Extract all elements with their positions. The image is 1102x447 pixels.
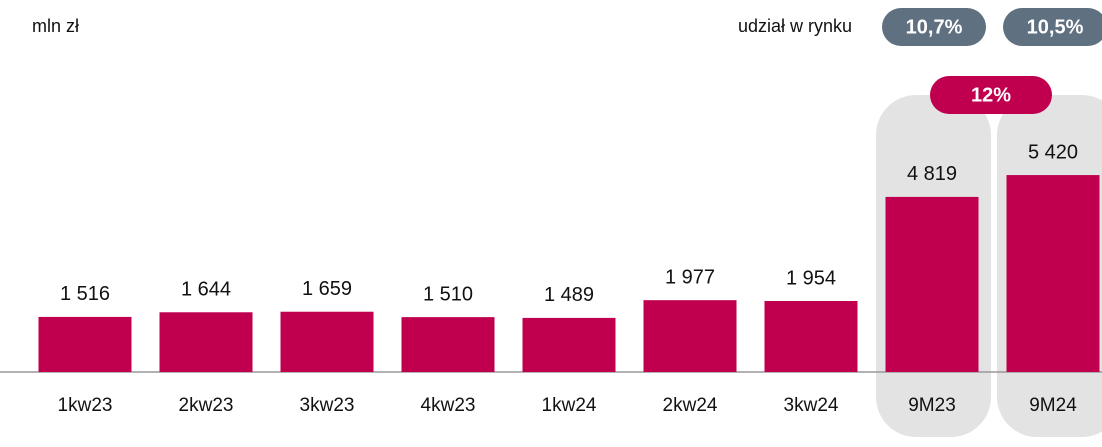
bar xyxy=(885,196,979,372)
x-tick-label: 4kw23 xyxy=(421,395,476,416)
share-badge xyxy=(1003,8,1102,46)
growth-label: 12% xyxy=(971,84,1011,106)
bar xyxy=(159,312,253,372)
x-tick-label: 2kw23 xyxy=(179,395,234,416)
x-tick-label: 3kw23 xyxy=(300,395,355,416)
x-tick-label: 1kw24 xyxy=(542,395,597,416)
value-label: 5 420 xyxy=(1028,141,1078,163)
value-label: 1 510 xyxy=(423,283,473,305)
bar xyxy=(764,301,858,372)
x-tick-label: 9M23 xyxy=(908,395,956,416)
value-label: 1 659 xyxy=(302,278,352,300)
bar xyxy=(401,317,495,372)
share-badge xyxy=(882,8,986,46)
value-label: 4 819 xyxy=(907,163,957,185)
bar xyxy=(522,317,616,372)
bar xyxy=(280,311,374,372)
growth-badge xyxy=(930,76,1052,114)
value-label: 1 489 xyxy=(544,284,594,306)
x-tick-label: 3kw24 xyxy=(784,395,839,416)
unit-label: mln zł xyxy=(32,16,79,36)
market-share-title: udział w rynku xyxy=(738,16,852,36)
value-label: 1 954 xyxy=(786,267,836,289)
x-tick-label: 2kw24 xyxy=(663,395,718,416)
share-label: 10,5% xyxy=(1027,16,1084,38)
value-label: 1 977 xyxy=(665,266,715,288)
x-tick-label: 9M24 xyxy=(1029,395,1077,416)
value-label: 1 644 xyxy=(181,279,231,301)
share-label: 10,7% xyxy=(906,16,963,38)
x-tick-label: 1kw23 xyxy=(58,395,113,416)
bar xyxy=(38,316,132,372)
bar xyxy=(1006,175,1100,372)
bar xyxy=(643,300,737,372)
value-label: 1 516 xyxy=(60,283,110,305)
